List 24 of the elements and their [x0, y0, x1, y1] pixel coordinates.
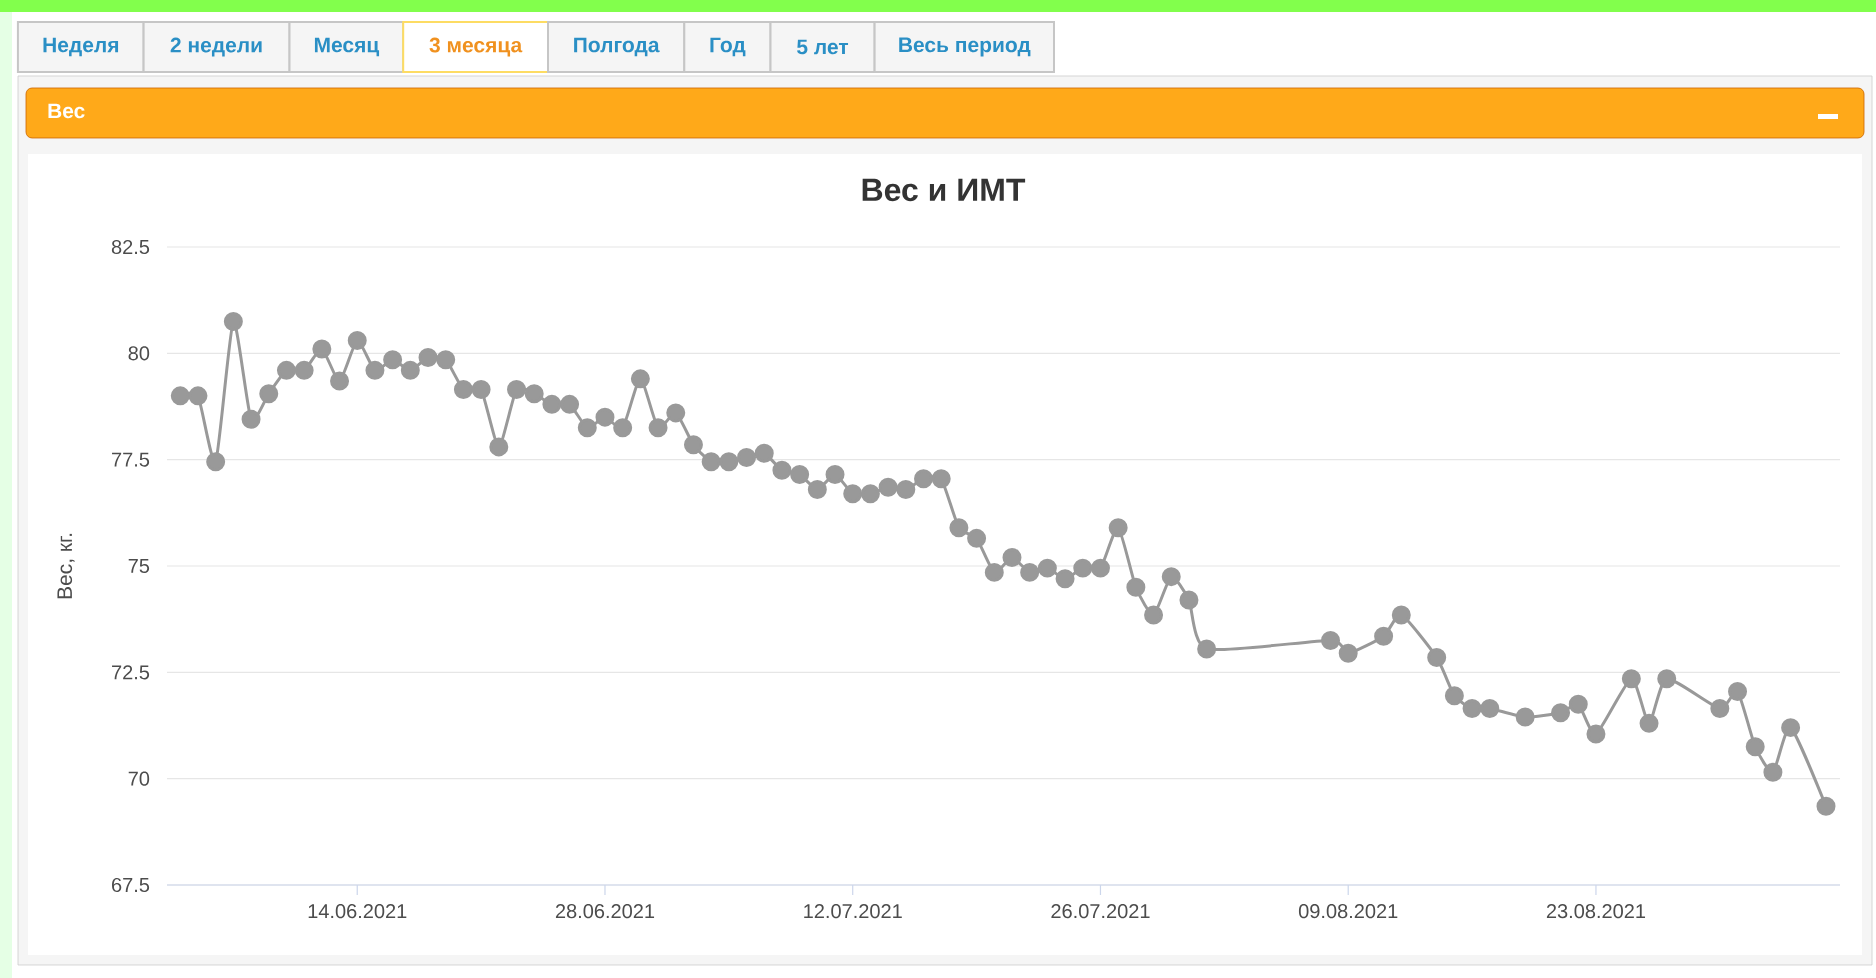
x-tick-label: 12.07.2021	[804, 904, 902, 919]
y-tick-label: 67.5	[112, 877, 150, 893]
text: Вес	[48, 103, 85, 119]
text: Месяц	[314, 37, 380, 57]
text: Неделя	[43, 37, 119, 57]
chart-title: Вес и ИМТ	[862, 178, 1026, 202]
text: 2 недели	[170, 37, 262, 57]
text: Год	[710, 37, 746, 57]
text: 3 месяца	[429, 37, 523, 57]
x-tick-label: 28.06.2021	[555, 904, 655, 919]
y-tick-label: 80	[128, 346, 150, 361]
x-tick-label: 09.08.2021	[1298, 904, 1398, 919]
y-tick-label: 70	[128, 771, 150, 786]
text: Весь период	[899, 37, 1031, 57]
y-tick-label: 75	[128, 559, 150, 573]
text: 5 лет	[797, 39, 849, 55]
y-tick-label: 82.5	[111, 239, 150, 255]
y-tick-label: 77.5	[112, 452, 150, 467]
x-tick-label: 14.06.2021	[308, 904, 407, 919]
x-tick-label: 26.07.2021	[1051, 904, 1150, 919]
y-axis-title: Вес, кг.	[57, 533, 75, 599]
text: Полгода	[574, 37, 660, 57]
x-tick-label: 23.08.2021	[1546, 904, 1646, 919]
y-tick-label: 72.5	[112, 665, 150, 680]
